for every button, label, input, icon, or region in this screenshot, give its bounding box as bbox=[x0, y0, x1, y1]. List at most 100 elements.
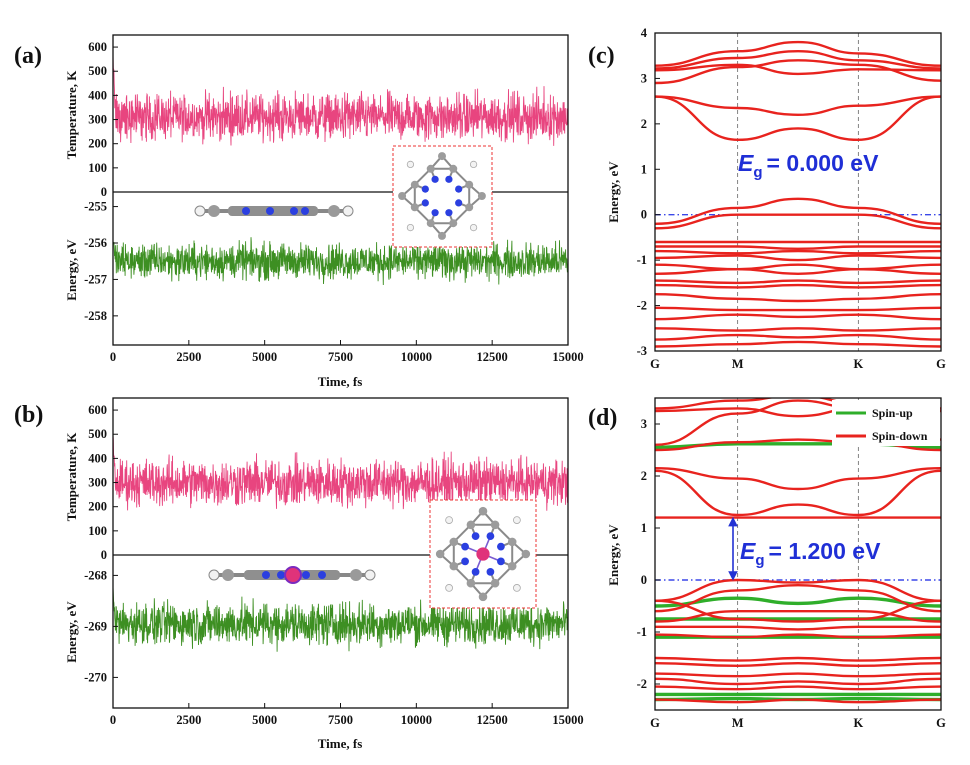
b-energy-line bbox=[112, 586, 569, 652]
a-xtick-label: 5000 bbox=[252, 350, 277, 364]
panel-a-energy-series bbox=[112, 237, 569, 286]
b-ytick-label: 300 bbox=[88, 476, 107, 490]
c-band-down-11 bbox=[655, 254, 941, 262]
d-kpoint-label: G bbox=[936, 716, 946, 730]
panel-a: (a) 0100200300400500600-255-256-257-2580… bbox=[14, 34, 584, 389]
d-kpoint-label: G bbox=[650, 716, 660, 730]
c-ytick-label: 0 bbox=[641, 208, 647, 222]
d-band-down-18 bbox=[655, 633, 941, 639]
a-ytick-label: -256 bbox=[84, 236, 107, 250]
d-band-up-3 bbox=[655, 596, 941, 608]
b-ytick-label: -268 bbox=[84, 568, 107, 582]
d-band-down-22 bbox=[655, 677, 941, 686]
c-ytick-label: -1 bbox=[637, 253, 647, 267]
a-ytick-label: 100 bbox=[88, 161, 107, 175]
panel-a-energy-ylabel: Energy, eV bbox=[64, 239, 79, 301]
d-band-down-24 bbox=[655, 698, 941, 704]
d-band-down-11 bbox=[655, 469, 941, 517]
a-ytick-label: 400 bbox=[88, 88, 107, 102]
c-ytick-label: 3 bbox=[641, 71, 647, 85]
panel-c-kpoint-lines bbox=[737, 33, 859, 351]
a-ytick-label: -258 bbox=[84, 309, 107, 323]
b-ytick-label: 400 bbox=[88, 451, 107, 465]
d-ytick-label: 0 bbox=[641, 573, 647, 587]
c-band-down-7 bbox=[655, 213, 941, 230]
panel-b-energy-ylabel: Energy, eV bbox=[64, 601, 79, 663]
c-band-down-3 bbox=[655, 59, 941, 85]
b-ytick-label: -269 bbox=[84, 619, 107, 633]
panel-d-legend-box bbox=[832, 400, 940, 446]
d-band-down-19 bbox=[655, 656, 941, 662]
b-xtick-label: 2500 bbox=[176, 713, 201, 727]
c-kpoint-label: M bbox=[732, 357, 744, 371]
panel-b-molecule-top-view bbox=[429, 499, 537, 609]
legend-spin-up-label: Spin-up bbox=[872, 406, 913, 420]
panel-c-frame bbox=[654, 32, 942, 352]
d-band-down-17 bbox=[655, 625, 941, 631]
c-band-down-6 bbox=[655, 197, 941, 225]
d-ytick-label: 1 bbox=[641, 521, 647, 535]
b-ytick-label: 100 bbox=[88, 524, 107, 538]
panel-d-ticks: 3 2 1 0 -1 -2 G M K G bbox=[637, 417, 947, 730]
b-ytick-label: 0 bbox=[101, 548, 107, 562]
b-temperature-line bbox=[112, 435, 569, 515]
panel-d-bands bbox=[655, 398, 941, 704]
c-kpoint-label: K bbox=[853, 357, 863, 371]
panel-a-ticks: 0 100 200 300 400 500 600 -255 -256 -257 -258 0 2500… bbox=[84, 40, 584, 364]
d-band-down-14 bbox=[655, 583, 941, 613]
b-ytick-label: 200 bbox=[88, 500, 107, 514]
b-xtick-label: 10000 bbox=[401, 713, 432, 727]
panel-b-ticks: 0 100 200 300 400 500 600 -268 -269 -270 0 2500 5000… bbox=[84, 403, 584, 727]
d-band-down-16 bbox=[655, 599, 941, 623]
panel-d: (d) Eg = 1.200 eV Spin-up Spin-down 3 2 1 0 -… bbox=[588, 397, 947, 730]
panel-d-ylabel: Energy, eV bbox=[606, 524, 621, 586]
c-band-down-18 bbox=[655, 313, 941, 321]
a-ytick-label: 500 bbox=[88, 64, 107, 78]
panel-a-frame bbox=[112, 34, 569, 346]
panel-d-label: (d) bbox=[588, 405, 617, 431]
c-band-down-19 bbox=[655, 327, 941, 332]
c-band-down-17 bbox=[655, 306, 941, 312]
panel-d-gap-label: Eg = 1.200 eV bbox=[740, 538, 881, 569]
panel-a-temperature-ylabel: Temperature, K bbox=[64, 70, 79, 160]
b-ytick-label: 500 bbox=[88, 427, 107, 441]
legend-spin-down-label: Spin-down bbox=[872, 429, 928, 443]
panel-b-xlabel: Time, fs bbox=[318, 736, 363, 751]
a-ytick-label: 0 bbox=[101, 185, 107, 199]
c-band-down-14 bbox=[655, 279, 941, 285]
a-ytick-label: 300 bbox=[88, 113, 107, 127]
c-kpoint-label: G bbox=[936, 357, 946, 371]
d-band-down-20 bbox=[655, 661, 941, 668]
a-xtick-label: 10000 bbox=[401, 350, 432, 364]
panel-c-gap-label: Eg = 0.000 eV bbox=[738, 150, 879, 181]
a-energy-line bbox=[112, 237, 569, 286]
panel-d-legend: Spin-up Spin-down bbox=[832, 400, 940, 446]
a-ytick-label: -255 bbox=[84, 200, 107, 214]
d-band-down-21 bbox=[655, 672, 941, 678]
panel-b-energy-series bbox=[112, 586, 569, 652]
a-xtick-label: 0 bbox=[110, 350, 116, 364]
c-ytick-label: -2 bbox=[637, 299, 647, 313]
b-xtick-label: 0 bbox=[110, 713, 116, 727]
panel-c-ylabel: Energy, eV bbox=[606, 161, 621, 223]
panel-a-label: (a) bbox=[14, 43, 42, 69]
d-kpoint-label: M bbox=[732, 716, 744, 730]
d-ytick-label: -1 bbox=[637, 625, 647, 639]
c-band-down-12 bbox=[655, 263, 941, 271]
panel-b-temperature-ylabel: Temperature, K bbox=[64, 432, 79, 522]
panel-a-temperature-series bbox=[112, 53, 569, 146]
panel-b-molecule-side-view bbox=[208, 566, 376, 584]
panel-c-label: (c) bbox=[588, 43, 615, 69]
d-ytick-label: -2 bbox=[637, 677, 647, 691]
c-band-down-15 bbox=[655, 283, 941, 289]
d-kpoint-label: K bbox=[853, 716, 863, 730]
a-xtick-label: 7500 bbox=[328, 350, 353, 364]
d-ytick-label: 2 bbox=[641, 469, 647, 483]
d-band-down-10 bbox=[655, 467, 941, 491]
c-band-down-1 bbox=[655, 49, 941, 70]
b-ytick-label: -270 bbox=[84, 670, 107, 684]
c-band-down-20 bbox=[655, 333, 941, 341]
c-band-down-9 bbox=[655, 245, 941, 251]
